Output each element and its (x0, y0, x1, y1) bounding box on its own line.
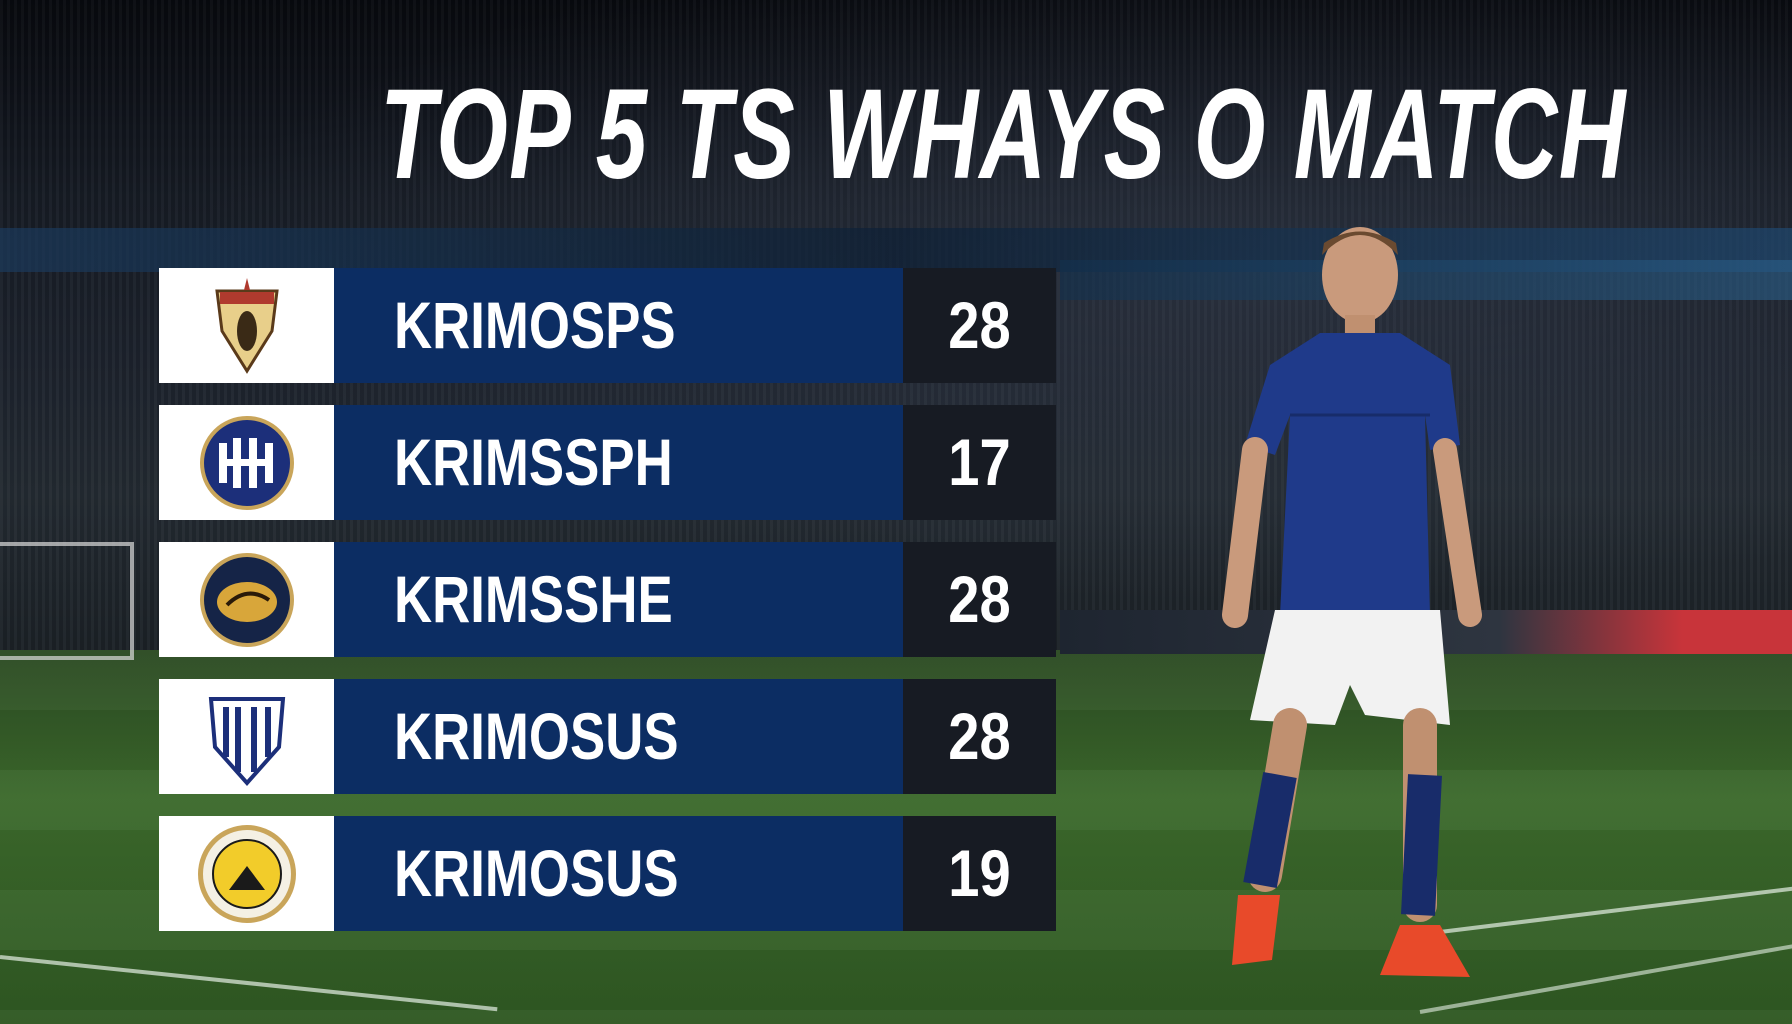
team-name-bar: KRIMSSHE (334, 542, 903, 657)
team-logo (159, 405, 334, 520)
team-name: KRIMOSUS (394, 836, 679, 910)
leaderboard-row: KRIMSSHE 28 (159, 542, 1056, 657)
value-box: 17 (903, 405, 1056, 520)
team-logo (159, 679, 334, 794)
team-name-bar: KRIMOSPS (334, 268, 903, 383)
team-name-bar: KRIMOSUS (334, 816, 903, 931)
team-value: 28 (948, 699, 1011, 773)
value-box: 28 (903, 679, 1056, 794)
round-crest-icon (199, 552, 294, 647)
team-value: 19 (948, 836, 1011, 910)
leaderboard-row: KRIMSSPH 17 (159, 405, 1056, 520)
team-name: KRIMSSPH (394, 425, 673, 499)
team-logo (159, 816, 334, 931)
leaderboard-row: KRIMOSPS 28 (159, 268, 1056, 383)
team-name: KRIMOSUS (394, 699, 679, 773)
shield-crest-icon (214, 277, 279, 374)
leaderboard-row: KRIMOSUS 28 (159, 679, 1056, 794)
team-name: KRIMOSPS (394, 288, 676, 362)
round-crest-icon (197, 824, 296, 923)
team-name-bar: KRIMOSUS (334, 679, 903, 794)
shield-crest-icon (208, 696, 285, 786)
football-player (1222, 227, 1482, 977)
value-box: 28 (903, 268, 1056, 383)
stadium-led-band-right (1060, 260, 1792, 300)
team-value: 28 (948, 288, 1011, 362)
round-crest-icon (199, 415, 294, 510)
team-value: 28 (948, 562, 1011, 636)
team-logo (159, 542, 334, 657)
page-title: TOP 5 TS WHAYS O MATCH (380, 63, 1627, 206)
team-name: KRIMSSHE (394, 562, 673, 636)
team-value: 17 (948, 425, 1011, 499)
goal-post (0, 542, 134, 660)
team-logo (159, 268, 334, 383)
leaderboard-row: KRIMOSUS 19 (159, 816, 1056, 931)
value-box: 28 (903, 542, 1056, 657)
team-name-bar: KRIMSSPH (334, 405, 903, 520)
value-box: 19 (903, 816, 1056, 931)
